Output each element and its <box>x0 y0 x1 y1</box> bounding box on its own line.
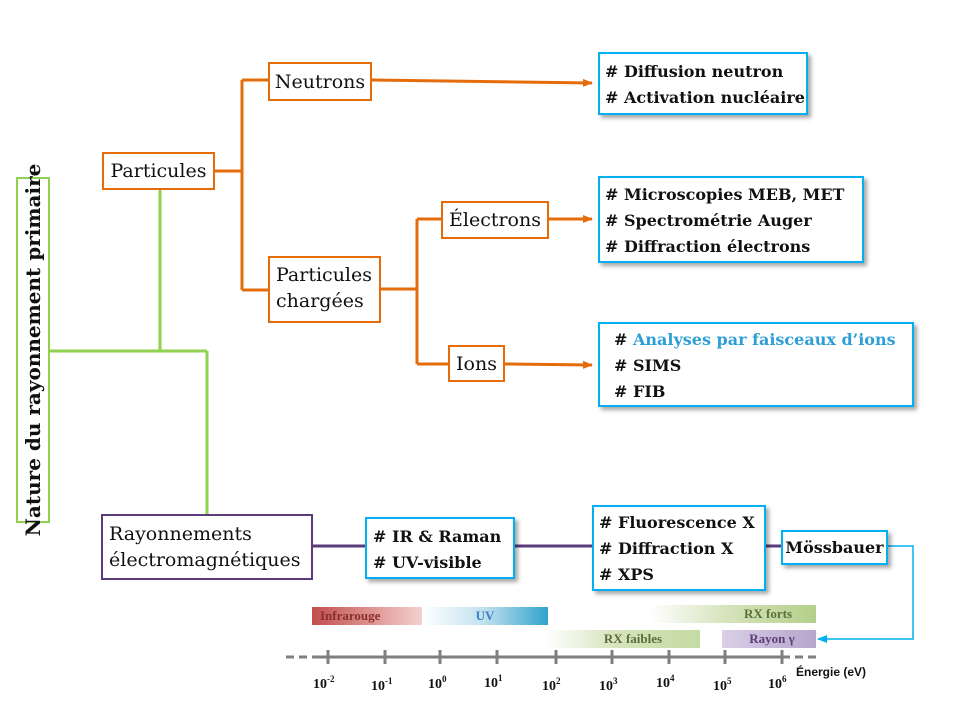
band-infrarouge: Infrarouge <box>312 607 458 625</box>
neutron-techniques-box: # Diffusion neutron # Activation nucléai… <box>598 52 808 115</box>
technique-fluorescence-x: # Fluorescence X <box>599 513 755 532</box>
tick-label: 103 <box>599 676 618 694</box>
root-label: Nature du rayonnement primaire <box>21 163 45 537</box>
charged-label-line2: chargées <box>276 290 364 312</box>
tick-label: 106 <box>768 674 787 692</box>
orange-connectors <box>215 78 593 369</box>
energy-axis <box>286 650 818 664</box>
electrons-label: Électrons <box>449 209 541 231</box>
technique-uv-visible: # UV-visible <box>373 553 482 572</box>
technique-auger: # Spectrométrie Auger <box>605 211 812 230</box>
technique-ion-beam-analysis: # Analyses par faisceaux d’ions <box>614 330 896 349</box>
electron-techniques-box: # Microscopies MEB, MET # Spectrométrie … <box>598 176 864 263</box>
technique-sims: # SIMS <box>614 356 682 375</box>
ions-node: Ions <box>448 345 505 382</box>
technique-diffraction-x: # Diffraction X <box>599 539 734 558</box>
tick-label: 101 <box>484 673 503 691</box>
particles-label: Particules <box>110 160 207 182</box>
tick-label: 102 <box>542 676 561 694</box>
technique-xps: # XPS <box>599 565 654 584</box>
technique-activation-nucleaire: # Activation nucléaire <box>605 88 805 107</box>
mossbauer-box: Mössbauer <box>781 530 888 565</box>
tick-label: 100 <box>428 674 447 692</box>
technique-fib: # FIB <box>614 382 666 401</box>
xray-box: # Fluorescence X # Diffraction X # XPS <box>592 505 766 591</box>
technique-diffusion-neutron: # Diffusion neutron <box>605 62 784 81</box>
technique-diffraction-electrons: # Diffraction électrons <box>605 237 811 256</box>
technique-mossbauer: Mössbauer <box>785 537 884 557</box>
neutrons-label: Neutrons <box>274 70 366 93</box>
band-uv: UV <box>422 607 548 625</box>
band-rx-forts: RX forts <box>650 605 816 623</box>
ir-uv-box: # IR & Raman # UV-visible <box>365 517 515 579</box>
em-radiation-node: Rayonnements électromagnétiques <box>101 514 313 580</box>
tick-label: 10-1 <box>371 676 393 694</box>
charged-label-line1: Particules <box>276 264 373 286</box>
ions-label: Ions <box>456 352 497 375</box>
em-label-line1: Rayonnements <box>109 523 252 545</box>
particles-node: Particules <box>102 152 215 190</box>
neutrons-node: Neutrons <box>268 62 372 101</box>
tick-label: 10-2 <box>313 674 335 692</box>
technique-microscopies: # Microscopies MEB, MET <box>605 185 845 204</box>
green-connectors <box>50 190 209 514</box>
em-label-line2: électromagnétiques <box>109 549 301 571</box>
band-rayon-gamma: Rayon γ <box>722 630 816 648</box>
root-node: Nature du rayonnement primaire <box>16 164 50 536</box>
mossbauer-arrow <box>817 545 914 643</box>
technique-ir-raman: # IR & Raman <box>373 527 502 546</box>
technique-ion-beam-highlight: Analyses par faisceaux d’ions <box>632 330 896 349</box>
charged-particles-node: Particules chargées <box>268 256 381 323</box>
energy-unit-label: Énergie (eV) <box>796 665 867 679</box>
band-rx-faibles: RX faibles <box>546 630 700 648</box>
electrons-node: Électrons <box>441 201 549 239</box>
ion-techniques-box: # Analyses par faisceaux d’ions # SIMS #… <box>598 322 914 407</box>
tick-label: 104 <box>656 673 675 691</box>
tick-label: 105 <box>713 676 732 694</box>
